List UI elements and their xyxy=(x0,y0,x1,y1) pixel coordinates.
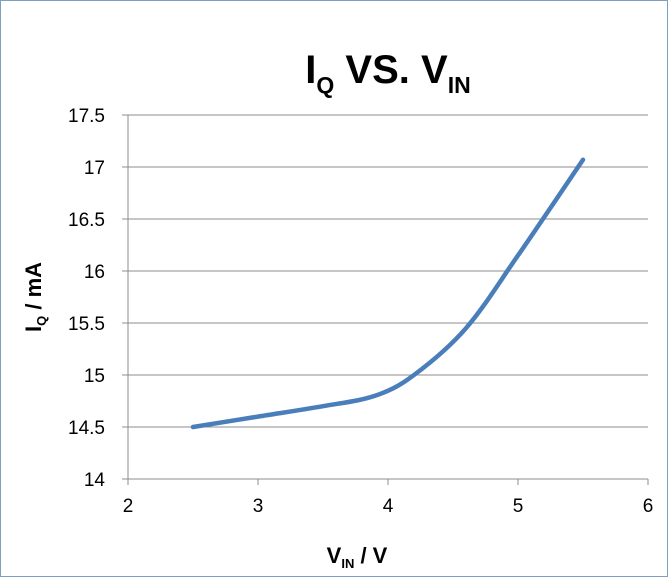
chart-title: IQ VS. VIN xyxy=(305,48,470,98)
series-line xyxy=(190,157,586,430)
x-tick-label: 6 xyxy=(643,496,654,517)
title-main: I xyxy=(305,48,316,92)
y-tick-label: 17 xyxy=(84,158,105,179)
x-axis-title: VIN / V xyxy=(327,543,388,571)
y-axis-title: IQ / mA xyxy=(21,262,49,332)
series-group xyxy=(190,157,586,430)
x-tick-label: 5 xyxy=(513,496,524,517)
y-tick-label: 17.5 xyxy=(68,106,105,127)
title-mid: VS. V xyxy=(334,48,448,92)
y-tick-label: 16.5 xyxy=(68,210,105,231)
y-tick-label: 14 xyxy=(84,470,106,491)
x-tick-labels: 2 3 4 5 6 xyxy=(123,496,654,517)
x-tick-label: 4 xyxy=(383,496,394,517)
title-mid-sub: IN xyxy=(448,72,471,98)
y-tick-labels: 14 14.5 15 15.5 16 16.5 17 17.5 xyxy=(68,106,105,491)
x-tick-label: 2 xyxy=(123,496,134,517)
axes xyxy=(122,114,649,485)
y-tick-label: 14.5 xyxy=(68,418,105,439)
y-tick-label: 15.5 xyxy=(68,314,105,335)
x-tick-label: 3 xyxy=(253,496,264,517)
y-tick-label: 15 xyxy=(84,366,105,387)
title-main-sub: Q xyxy=(316,72,334,98)
y-tick-label: 16 xyxy=(84,262,105,283)
gridlines xyxy=(128,114,648,428)
